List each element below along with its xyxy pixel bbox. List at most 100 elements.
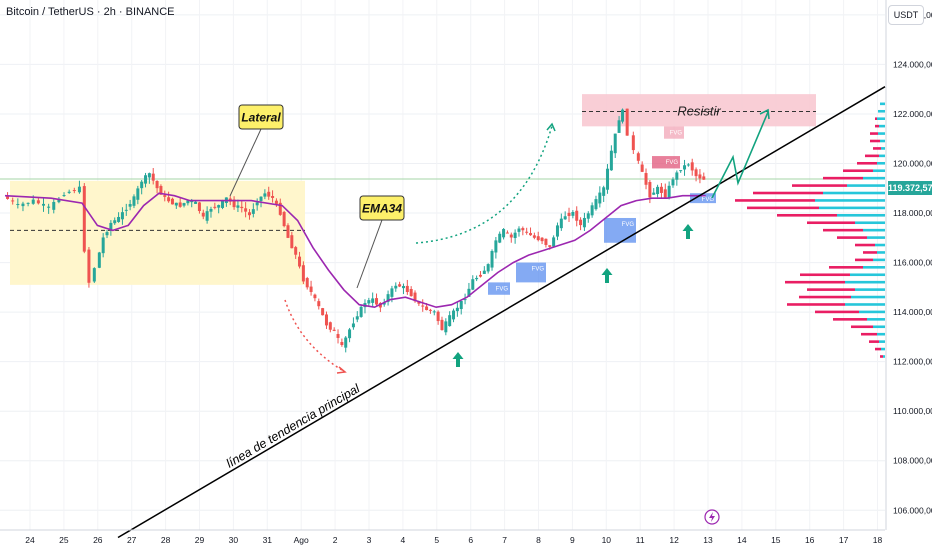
x-tick-label: 10	[602, 535, 612, 545]
y-tick-label: 112.000,00	[893, 357, 932, 367]
trendline	[117, 86, 886, 539]
volume-bar-pink	[870, 132, 878, 135]
volume-bar-blue	[881, 147, 885, 150]
candle-body	[663, 189, 667, 198]
volume-bar-blue	[879, 340, 885, 343]
candle-body	[679, 170, 683, 172]
candle-body	[586, 213, 590, 219]
candle-body	[124, 209, 128, 211]
volume-bar-pink	[875, 124, 879, 128]
y-tick-label: 116.000,00	[893, 258, 932, 268]
projection-arrowhead	[759, 108, 770, 120]
support-arrow	[682, 224, 694, 239]
candle-body	[486, 264, 490, 272]
candle-body	[186, 200, 190, 204]
volume-bar-pink	[863, 251, 877, 254]
candle-body	[532, 235, 536, 238]
candle-body	[286, 225, 290, 238]
volume-bar-blue	[823, 191, 885, 195]
candle-body	[640, 164, 644, 172]
x-tick-label: 25	[59, 535, 69, 545]
volume-bar-pink	[777, 214, 837, 217]
candle-body	[67, 191, 71, 193]
candle-body	[92, 268, 96, 282]
candle-body	[648, 182, 652, 198]
fvg-box	[664, 126, 684, 139]
candle-body	[525, 231, 529, 233]
candle-body	[57, 198, 61, 203]
candle-body	[540, 237, 544, 242]
candle-body	[117, 216, 121, 222]
candle-body	[598, 192, 602, 204]
candle-body	[471, 279, 475, 290]
lateral-callout-box	[238, 104, 284, 130]
candle-body	[21, 203, 25, 207]
volume-bar-blue	[878, 109, 885, 113]
candle-body	[194, 201, 198, 204]
candle-body	[271, 196, 275, 198]
candle-body	[390, 288, 394, 297]
candle-body	[683, 165, 687, 170]
volume-bar-pink	[875, 347, 881, 351]
candle-body	[294, 247, 298, 255]
volume-bar-pink	[799, 295, 851, 299]
candle-body	[417, 301, 421, 304]
candle-body	[467, 288, 471, 297]
candle-body	[105, 232, 109, 236]
candle-body	[309, 286, 313, 292]
candle-body	[140, 181, 144, 189]
candle-body	[97, 252, 101, 268]
volume-bar-pink	[869, 340, 879, 343]
candle-body	[109, 222, 113, 231]
candle-body	[567, 212, 571, 217]
x-tick-label: 14	[737, 535, 747, 545]
candle-body	[436, 311, 440, 322]
volume-bar-blue	[875, 243, 885, 247]
ema34-line	[4, 192, 706, 309]
candle-body	[521, 228, 525, 231]
x-tick-label: 17	[839, 535, 849, 545]
candle-body	[355, 316, 359, 320]
volume-bar-pink	[855, 258, 873, 262]
candle-body	[217, 205, 221, 208]
candle-body	[490, 250, 494, 268]
candle-body	[221, 200, 225, 208]
candle-body	[631, 135, 635, 151]
down-curve-arrow	[284, 299, 346, 373]
x-tick-label: 9	[570, 535, 575, 545]
volume-bar-blue	[863, 266, 885, 269]
volume-bar-blue	[877, 161, 885, 165]
candle-body	[190, 200, 194, 203]
candle-body	[144, 175, 148, 184]
candle-body	[197, 202, 201, 212]
candle-body	[251, 209, 255, 214]
y-tick-label: 124.000,00	[893, 59, 932, 69]
support-arrow	[601, 268, 613, 283]
candle-body	[232, 199, 236, 208]
candle-body	[205, 211, 209, 221]
candle-body	[405, 285, 409, 293]
candle-body	[317, 301, 321, 307]
volume-bar-pink	[855, 243, 875, 247]
candle-body	[517, 228, 521, 232]
x-tick-label: 18	[873, 535, 883, 545]
x-tick-label: 16	[805, 535, 815, 545]
fvg-box	[652, 156, 680, 169]
candle-body	[421, 305, 425, 307]
candle-body	[409, 288, 413, 297]
candle-body	[236, 205, 240, 208]
currency-button[interactable]: USDT	[888, 5, 924, 25]
volume-bar-blue	[859, 310, 885, 314]
candle-body	[132, 196, 136, 206]
candle-body	[667, 185, 671, 198]
candle-body	[72, 190, 76, 192]
volume-bar-blue	[845, 280, 885, 284]
fvg-label: FVG	[702, 197, 715, 203]
fvg-label: FVG	[666, 160, 679, 166]
volume-bar-pink	[800, 273, 850, 277]
candle-body	[47, 206, 51, 208]
candle-body	[282, 212, 286, 227]
volume-bar-blue	[880, 102, 885, 106]
x-tick-label: 12	[669, 535, 679, 545]
